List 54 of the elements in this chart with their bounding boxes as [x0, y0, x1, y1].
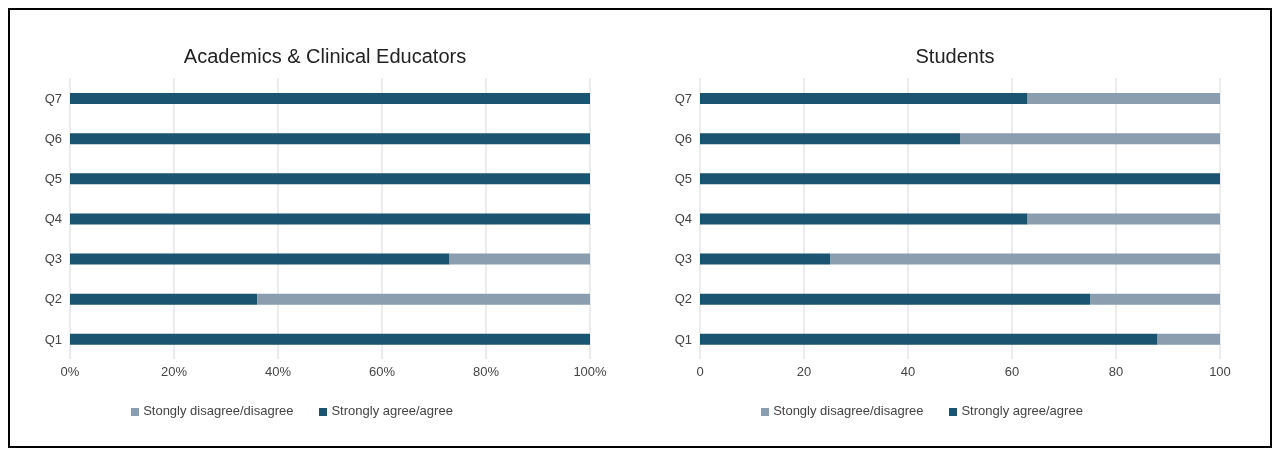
y-tick-label: Q3 [44, 251, 62, 267]
x-tick-label: 0% [60, 364, 80, 380]
bar [960, 133, 1220, 145]
y-tick-label: Q1 [674, 331, 692, 347]
x-tick-label: 20 [796, 364, 812, 380]
y-tick-label: Q4 [44, 211, 62, 227]
x-tick-label: 60% [368, 364, 396, 380]
bar [257, 293, 590, 305]
bar [830, 253, 1220, 265]
x-tick-label: 20% [160, 364, 188, 380]
x-tick-label: 40 [900, 364, 916, 380]
y-tick-label: Q6 [674, 130, 692, 146]
y-tick-label: Q5 [674, 170, 692, 186]
x-tick-label: 0 [696, 364, 704, 380]
bar [70, 173, 590, 185]
bar [700, 293, 1090, 305]
bar [70, 93, 590, 104]
bar [1157, 333, 1220, 345]
y-tick-label: Q6 [44, 130, 62, 146]
y-tick-label: Q5 [44, 170, 62, 186]
legend-label: Stongly disagree/disagree [773, 403, 924, 418]
y-tick-label: Q7 [44, 90, 62, 106]
x-tick-label: 80% [472, 364, 500, 380]
bar [1090, 293, 1220, 305]
bar [1027, 213, 1220, 225]
x-tick-label: 80 [1108, 364, 1124, 380]
bar [700, 253, 830, 265]
x-tick-label: 40% [264, 364, 292, 380]
bar [700, 93, 1028, 104]
bar [700, 133, 960, 145]
legend-label: Strongly agree/agree [331, 403, 453, 418]
bar [700, 213, 1028, 225]
bar [449, 253, 590, 265]
bar [700, 173, 1220, 185]
x-tick-label: 100% [573, 364, 608, 380]
bar [70, 213, 590, 225]
bar [70, 293, 258, 305]
y-tick-label: Q2 [44, 291, 62, 307]
bar [70, 253, 450, 265]
legend-label: Stongly disagree/disagree [143, 403, 294, 418]
x-tick-label: 100 [1209, 364, 1231, 380]
bar [700, 333, 1158, 345]
chart-title: Students [914, 44, 996, 69]
x-tick-label: 60 [1004, 364, 1020, 380]
y-tick-label: Q4 [674, 211, 692, 227]
y-tick-label: Q2 [674, 291, 692, 307]
bar [70, 333, 590, 345]
legend-label: Strongly agree/agree [961, 403, 1083, 418]
bar [70, 133, 590, 145]
chart-title: Academics & Clinical Educators [182, 44, 468, 69]
y-tick-label: Q1 [44, 331, 62, 347]
bar [1027, 93, 1220, 104]
y-tick-label: Q3 [674, 251, 692, 267]
y-tick-label: Q7 [674, 90, 692, 106]
